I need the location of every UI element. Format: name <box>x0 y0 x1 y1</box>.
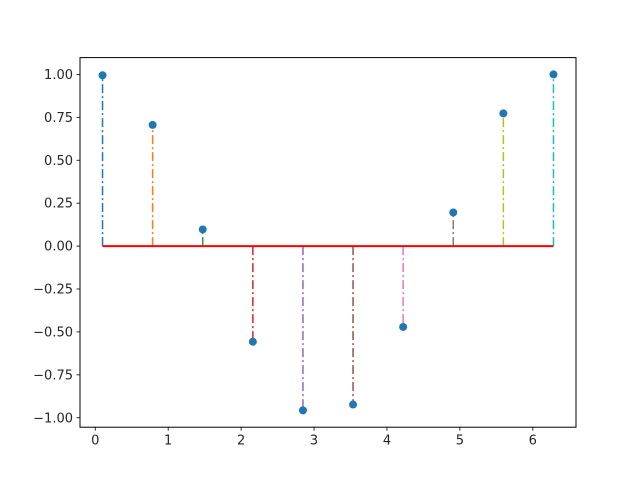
y-tick-label: 0.00 <box>44 240 73 255</box>
stems <box>101 74 555 411</box>
y-tick-label: 0.25 <box>44 197 73 212</box>
stem-marker <box>298 406 307 415</box>
x-tick-label: 2 <box>237 434 245 449</box>
y-tick-label: −0.25 <box>33 283 73 298</box>
y-tick-label: −1.00 <box>33 411 73 426</box>
x-tick-label: 1 <box>164 434 172 449</box>
x-tick-label: 4 <box>383 434 391 449</box>
stem-marker <box>499 109 508 118</box>
stem-marker <box>349 400 358 409</box>
stem-marker <box>399 322 408 331</box>
x-tick-label: 3 <box>310 434 318 449</box>
x-axis: 0 1 2 3 4 5 6 <box>91 427 537 449</box>
y-axis: −1.00 −0.75 −0.50 −0.25 0.00 0.25 0.50 0.75 1.00 <box>33 68 80 426</box>
y-tick-label: −0.50 <box>33 325 73 340</box>
markers <box>98 70 558 415</box>
y-tick-label: −0.75 <box>33 368 73 383</box>
x-tick-label: 0 <box>91 434 99 449</box>
stem-marker <box>198 225 207 234</box>
stem-marker <box>148 120 157 129</box>
stem-marker <box>449 208 458 217</box>
axes-frame <box>79 57 577 428</box>
stem-marker <box>248 337 257 346</box>
y-tick-label: 1.00 <box>44 68 73 83</box>
y-tick-label: 0.50 <box>44 154 73 169</box>
x-tick-label: 5 <box>456 434 464 449</box>
stem-marker <box>98 71 107 80</box>
stem-marker <box>549 70 558 79</box>
x-tick-label: 6 <box>529 434 537 449</box>
axes-background <box>80 57 576 428</box>
y-tick-label: 0.75 <box>44 111 73 126</box>
